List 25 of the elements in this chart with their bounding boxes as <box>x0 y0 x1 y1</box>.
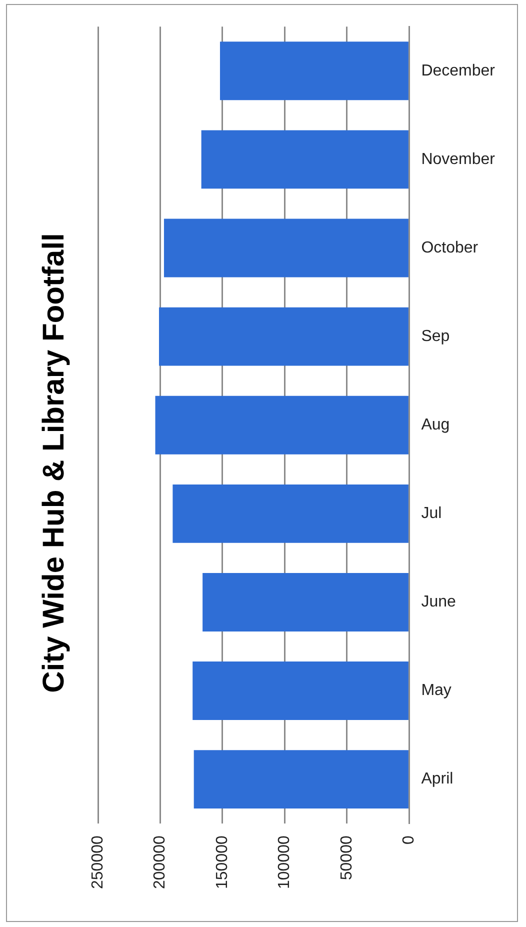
y-tick-label: Sep <box>421 328 450 345</box>
x-tick-label: 0 <box>400 836 418 845</box>
x-tick-label: 250000 <box>89 836 106 889</box>
bar <box>220 42 408 100</box>
text: City Wide Hub & Library Footfall <box>37 233 70 693</box>
y-tick-label: October <box>421 239 479 256</box>
x-tick-label: 50000 <box>338 836 356 880</box>
y-tick-label: April <box>421 770 454 788</box>
y-tick-label: June <box>421 594 456 611</box>
bar <box>201 130 408 189</box>
y-tick-label: December <box>421 62 496 80</box>
x-tick-label: 150000 <box>214 836 231 889</box>
x-tick-label: 200000 <box>152 836 169 889</box>
bar <box>164 218 408 278</box>
bar <box>194 750 408 809</box>
y-tick-label: Aug <box>421 416 450 434</box>
y-tick-label: Jul <box>421 505 442 522</box>
bar <box>192 662 408 720</box>
y-tick-label: May <box>421 682 452 700</box>
bar <box>172 484 408 543</box>
bar <box>155 396 408 454</box>
x-tick-label: 100000 <box>276 836 294 889</box>
y-tick-label: November <box>421 150 496 168</box>
bar <box>158 307 408 366</box>
bar <box>202 572 408 632</box>
